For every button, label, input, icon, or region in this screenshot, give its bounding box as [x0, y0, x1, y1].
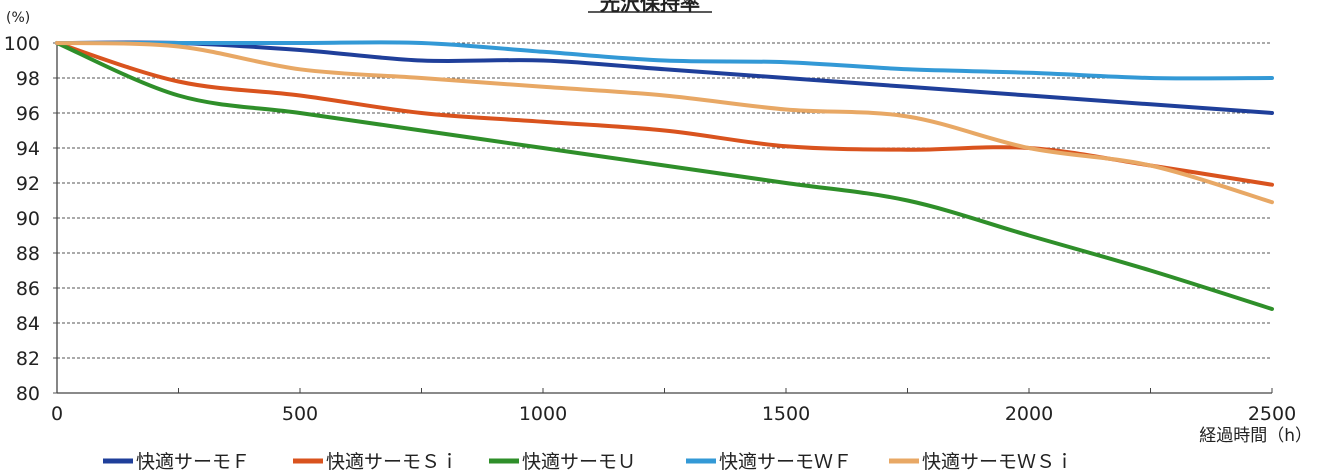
x-tick-label-2000: 2000: [1005, 403, 1053, 425]
x-tick-label-1000: 1000: [519, 403, 567, 425]
y-tick-label-98: 98: [16, 68, 40, 90]
y-tick-label-86: 86: [16, 278, 40, 300]
y-tick-label-90: 90: [16, 208, 40, 230]
legend-label-2: 快適サーモＳｉ: [326, 451, 459, 472]
x-tick-label-2500: 2500: [1248, 403, 1296, 425]
series-line-4: [55, 40, 1274, 81]
x-tick-label-0: 0: [51, 403, 63, 425]
legend-label-5: 快適サーモＷＳｉ: [922, 451, 1074, 472]
legend-label-3: 快適サーモＵ: [522, 451, 636, 472]
series-line-1: [55, 40, 1274, 115]
y-tick-label-84: 84: [16, 313, 40, 335]
series-line-5: [55, 41, 1274, 205]
x-tick-label-1500: 1500: [762, 403, 810, 425]
y-tick-label-80: 80: [16, 383, 40, 405]
y-tick-label-92: 92: [16, 173, 40, 195]
y-tick-label-96: 96: [16, 103, 40, 125]
series-line-3: [55, 41, 1274, 311]
y-tick-label-100: 100: [4, 33, 40, 55]
legend-label-4: 快適サーモＷＦ: [719, 451, 852, 472]
y-tick-label-94: 94: [16, 138, 40, 160]
series-line-2: [55, 41, 1274, 187]
x-tick-label-500: 500: [282, 403, 318, 425]
legend-label-1: 快適サーモＦ: [136, 451, 250, 472]
x-axis-title: 経過時間（h）: [1199, 426, 1312, 446]
y-tick-label-82: 82: [16, 348, 40, 370]
y-axis-unit: (%): [6, 10, 30, 26]
y-tick-label-88: 88: [16, 243, 40, 265]
